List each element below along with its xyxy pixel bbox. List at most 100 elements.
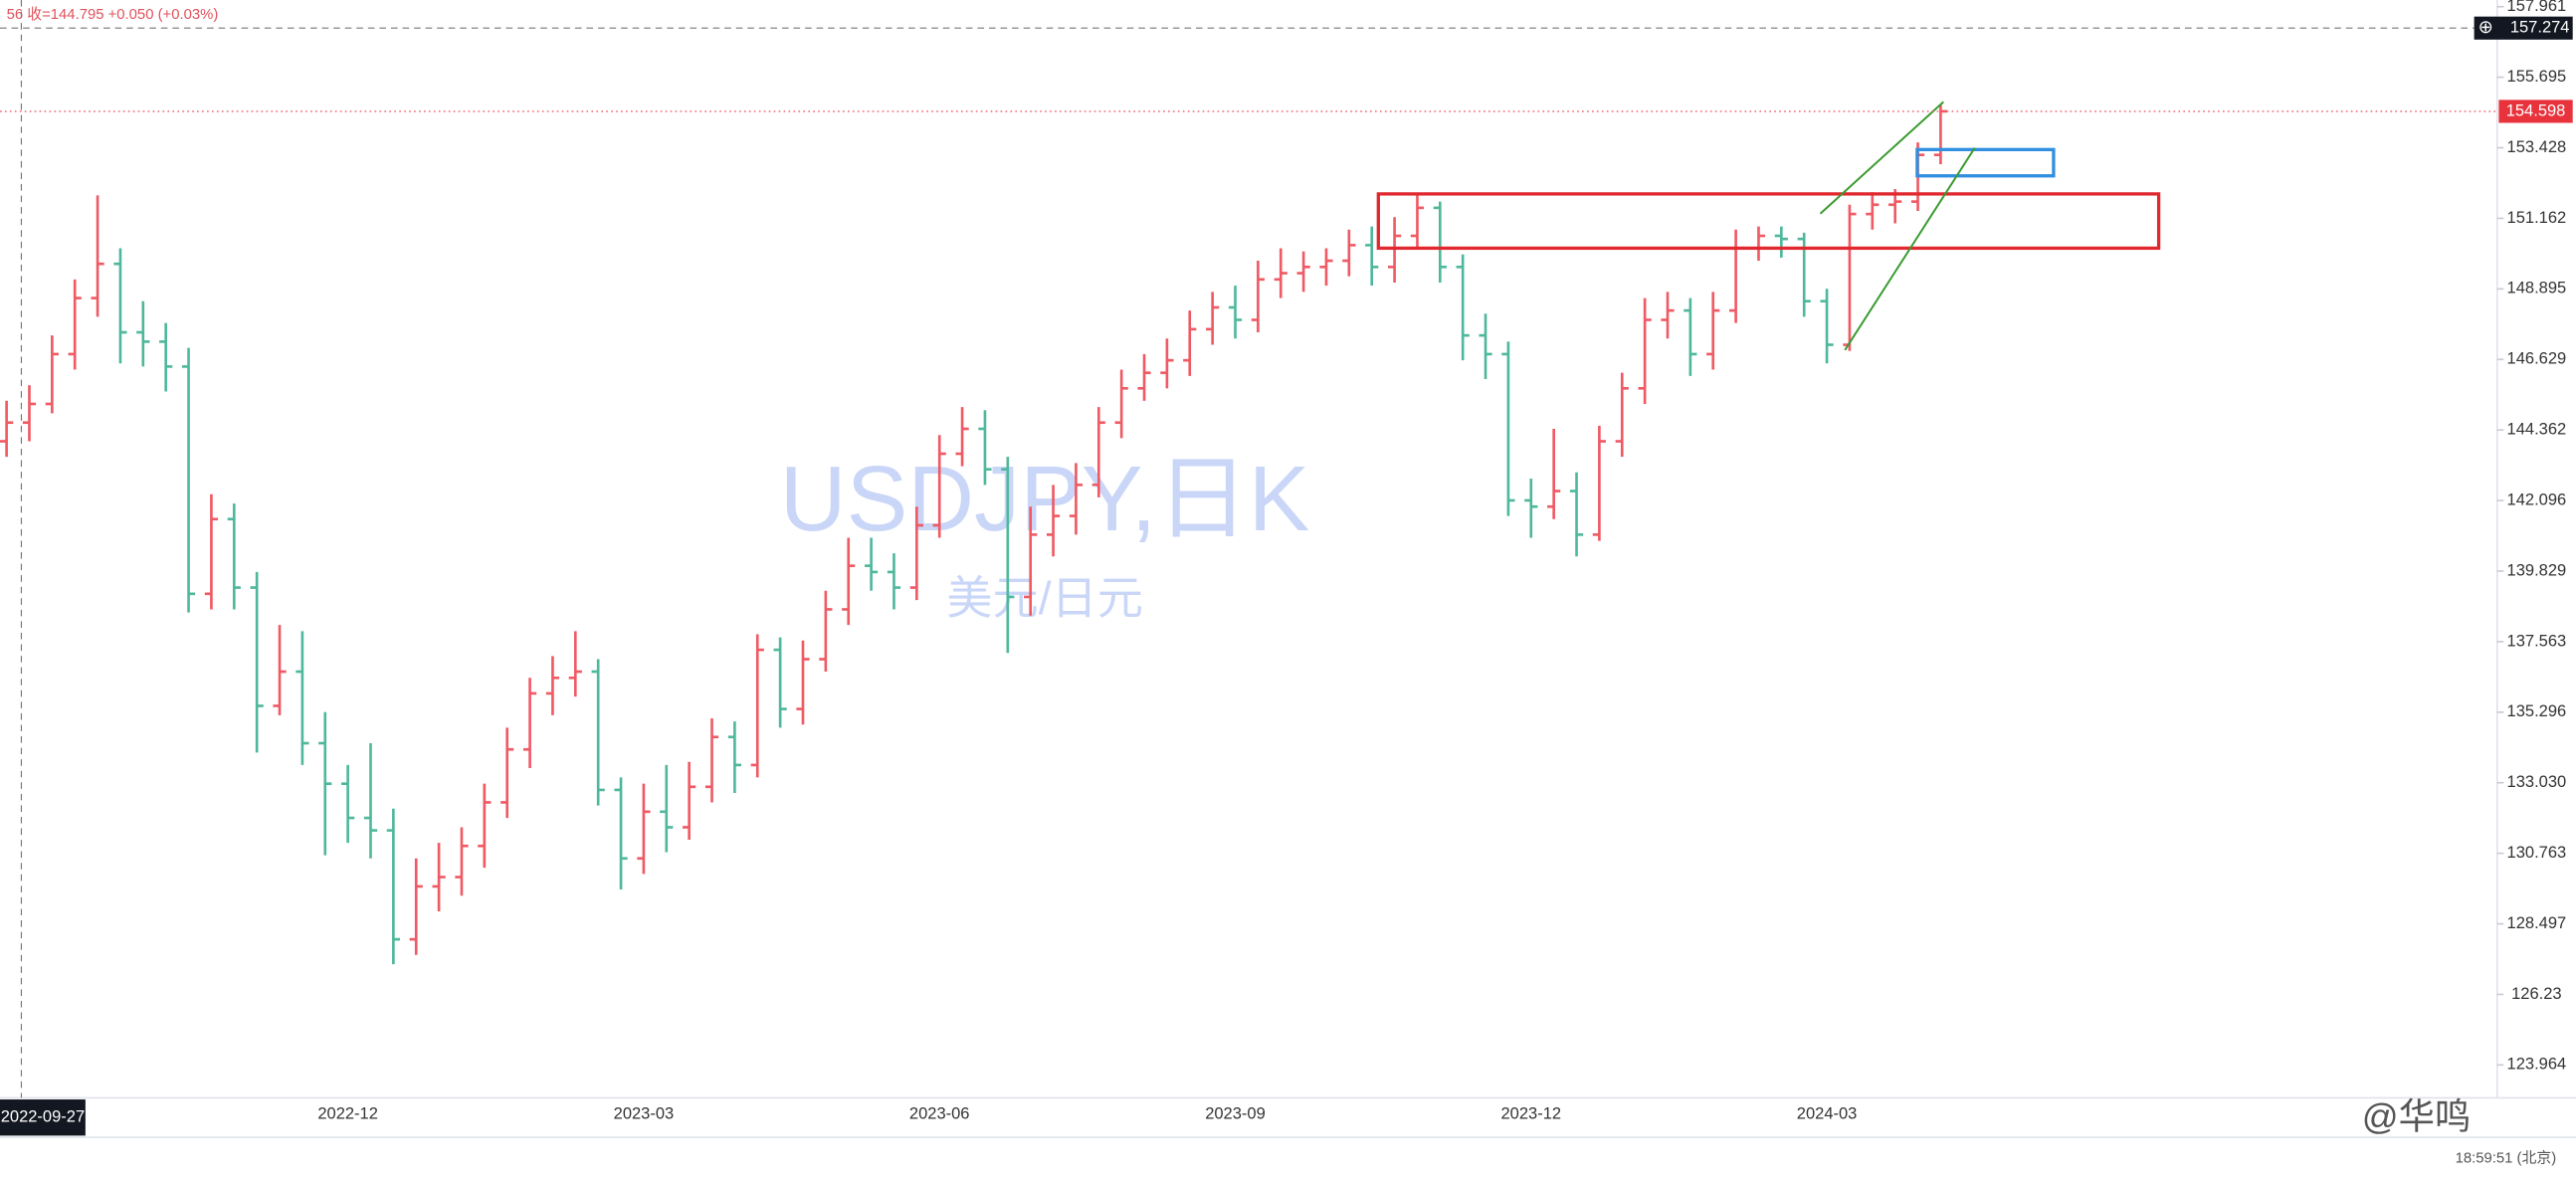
ohlc-bar — [1206, 292, 1220, 345]
ohlc-bar — [273, 625, 287, 715]
ohlc-bar — [637, 783, 651, 875]
ohlc-bar — [887, 553, 901, 610]
resistance-box — [1376, 192, 2161, 251]
ohlc-bar — [683, 761, 696, 840]
ohlc-bar — [1046, 485, 1061, 557]
y-tick-label: 148.895 — [2507, 280, 2567, 297]
ohlc-bar — [1433, 201, 1447, 283]
ohlc-bar — [455, 827, 469, 896]
ohlc-bar — [1342, 229, 1356, 277]
ohlc-bar — [1228, 286, 1243, 339]
ohlc-bar — [318, 711, 332, 856]
ohlc-bar — [978, 410, 992, 486]
ohlc-bar — [1524, 479, 1538, 538]
ohlc-bar — [1501, 341, 1515, 516]
x-tick-label: 2022-12 — [317, 1104, 378, 1122]
ohlc-bar — [955, 407, 969, 467]
ohlc-bar — [1274, 248, 1288, 298]
y-tick-label: 137.563 — [2507, 632, 2567, 650]
y-tick-label: 146.629 — [2507, 350, 2567, 368]
ohlc-bar — [136, 300, 150, 367]
ohlc-bar — [1479, 313, 1492, 379]
ohlc-bar — [1319, 248, 1333, 287]
y-tick-label: 128.497 — [2507, 914, 2567, 932]
ohlc-bar — [1866, 192, 1880, 230]
ohlc-bar — [773, 637, 787, 728]
crosshair-date-label: 2022-09-27 — [1, 1108, 85, 1126]
ohlc-bar — [545, 656, 560, 715]
ohlc-bar — [432, 843, 446, 911]
y-tick-label: 155.695 — [2507, 68, 2567, 86]
ohlc-bar — [614, 777, 628, 890]
ohlc-bar — [1456, 254, 1470, 361]
ohlc-bar — [181, 347, 196, 613]
watermark: USDJPY,日K 美元/日元 — [780, 447, 1310, 624]
ohlc-bar — [227, 503, 241, 610]
ohlc-bar — [1091, 407, 1105, 497]
ohlc-bar — [1933, 104, 1948, 165]
ohlc-bar — [363, 742, 378, 859]
ohlc-bar — [500, 727, 514, 819]
last-price-label: 154.598 — [2506, 101, 2566, 119]
y-tick-label: 130.763 — [2507, 844, 2567, 862]
ohlc-bar — [1684, 297, 1697, 376]
bars — [0, 104, 1948, 965]
ohlc-bar — [1024, 506, 1038, 616]
ohlc-bar — [1365, 226, 1379, 287]
y-tick-label: 126.23 — [2511, 985, 2561, 1003]
ohlc-bar — [1638, 297, 1652, 404]
ohlc-bar — [727, 721, 741, 794]
logo: @华鸣 — [2362, 1095, 2472, 1136]
ohlc-bar — [1820, 289, 1834, 364]
axes: 157.961 155.695 153.428 151.162 148.895 146.6… — [0, 0, 2576, 1138]
y-tick-label: 144.362 — [2507, 421, 2567, 439]
y-tick-label: 135.296 — [2507, 702, 2567, 720]
ohlc-bar — [932, 435, 946, 538]
ohlc-bar — [1296, 251, 1310, 293]
ohlc-bar — [522, 678, 537, 769]
ohlc-bar — [386, 808, 400, 965]
ohlc-bar — [1410, 195, 1425, 249]
y-tick-label: 151.162 — [2507, 209, 2567, 227]
x-tick-label: 2023-09 — [1205, 1104, 1266, 1122]
trend-line — [1819, 100, 1944, 215]
ohlc-bar — [842, 537, 856, 626]
ohlc-bar — [1615, 372, 1629, 458]
ohlc-bar — [250, 571, 264, 753]
watermark-title: USDJPY,日K — [780, 447, 1310, 550]
x-tick-label: 2024-03 — [1797, 1104, 1858, 1122]
y-tick-label: 142.096 — [2507, 491, 2567, 508]
ohlc-bar — [1661, 292, 1675, 339]
ohlc-bar — [750, 634, 764, 778]
header: 56 收=144.795 +0.050 (+0.03%) — [7, 6, 219, 23]
x-tick-label: 2023-12 — [1501, 1104, 1562, 1122]
x-tick-label: 2023-03 — [614, 1104, 675, 1122]
ohlc-bar — [91, 195, 104, 317]
ohlc-bar — [909, 506, 923, 601]
ohlc-bar — [1387, 217, 1402, 283]
y-tick-label: 139.829 — [2507, 561, 2567, 579]
ohlc-bar — [864, 537, 879, 591]
watermark-subtitle: 美元/日元 — [946, 572, 1143, 624]
ohlc-bar — [1114, 369, 1128, 439]
clock: 18:59:51 (北京) — [2456, 1149, 2557, 1166]
ohlc-bar — [1183, 310, 1197, 376]
crosshair-date-badge — [0, 1099, 86, 1136]
ohlc-bar — [341, 764, 355, 844]
target-box — [1915, 147, 2056, 178]
ohlc-bar — [660, 764, 674, 853]
ohlc-bar — [1137, 353, 1151, 401]
y-tick-label: 153.428 — [2507, 138, 2567, 156]
ohlc-bar — [1592, 425, 1606, 541]
ohlc-bar — [796, 640, 810, 725]
ohlc-bar — [1569, 472, 1584, 557]
ohlc-bar — [296, 631, 309, 765]
ohlc-bar — [704, 717, 719, 803]
ohlc-bar — [0, 400, 14, 458]
y-tick-label: 133.030 — [2507, 773, 2567, 791]
price-axis — [2496, 0, 2576, 1098]
ohlc-bar — [68, 279, 82, 370]
